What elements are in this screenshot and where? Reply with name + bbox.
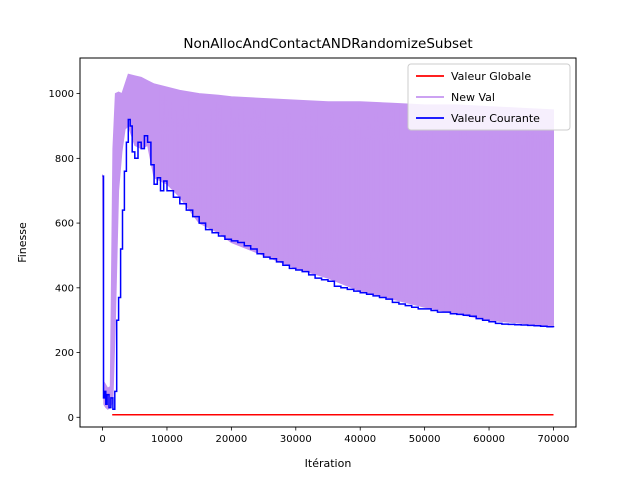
plot-area — [102, 73, 555, 416]
series-new-val-spikes — [159, 85, 553, 327]
legend-label: Valeur Globale — [451, 70, 531, 83]
legend: Valeur Globale New Val Valeur Courante — [407, 63, 571, 131]
x-tick-label: 40000 — [344, 434, 376, 445]
legend-label: Valeur Courante — [451, 112, 540, 125]
y-axis-label: Finesse — [16, 222, 29, 263]
y-tick-label: 400 — [55, 283, 74, 294]
x-tick-label: 10000 — [151, 434, 183, 445]
axes-frame — [79, 57, 577, 428]
x-tick-label: 0 — [99, 434, 105, 445]
y-axis-ticks: 0 200 400 600 800 1000 — [49, 89, 80, 424]
x-axis-label: Itération — [305, 457, 352, 470]
x-tick-label: 60000 — [473, 434, 505, 445]
x-tick-label: 70000 — [538, 434, 570, 445]
y-tick-label: 0 — [68, 413, 74, 424]
y-tick-label: 200 — [55, 348, 74, 359]
x-tick-label: 30000 — [280, 434, 312, 445]
legend-box — [407, 63, 571, 131]
y-tick-label: 1000 — [49, 89, 74, 100]
x-tick-label: 20000 — [215, 434, 247, 445]
chart-title: NonAllocAndContactANDRandomizeSubset — [183, 36, 472, 52]
x-tick-label: 50000 — [409, 434, 441, 445]
series-valeur-courante-line — [102, 118, 555, 410]
legend-label: New Val — [451, 91, 495, 104]
y-tick-label: 800 — [55, 154, 74, 165]
x-axis-ticks: 0 10000 20000 30000 40000 50000 60000 70000 — [99, 427, 569, 445]
y-tick-label: 600 — [55, 219, 74, 230]
